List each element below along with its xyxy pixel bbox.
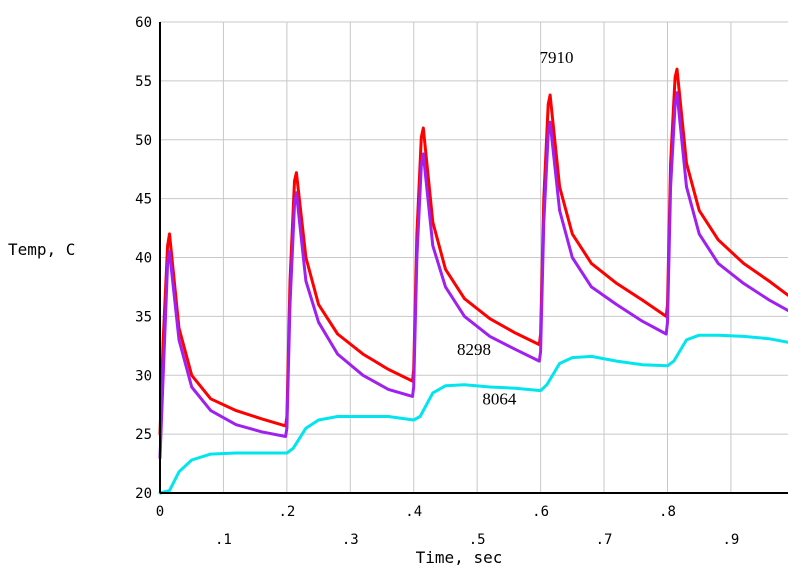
- x-tick-label: .7: [596, 532, 613, 548]
- annotation-label: 7910: [539, 48, 573, 67]
- grid-lines: [160, 21, 788, 493]
- y-tick-label: 25: [135, 427, 152, 443]
- series-line-purple: [158, 91, 788, 460]
- x-tick-label: .3: [342, 532, 359, 548]
- x-tick-label: .1: [215, 532, 232, 548]
- x-tick-label: .6: [532, 504, 549, 520]
- x-axis-label: Time, sec: [416, 548, 503, 567]
- y-tick-label: 40: [135, 251, 152, 267]
- series-line-cyan: [158, 333, 788, 495]
- y-tick-label: 45: [135, 192, 152, 208]
- x-tick-label: .4: [405, 504, 422, 520]
- y-tick-label: 20: [135, 486, 152, 502]
- annotation-label: 8064: [482, 390, 517, 409]
- y-tick-label: 50: [135, 133, 152, 149]
- x-tick-label: 0: [156, 504, 164, 520]
- y-tick-label: 60: [135, 15, 152, 31]
- y-tick-label: 35: [135, 309, 152, 325]
- annotation-label: 8298: [457, 340, 491, 359]
- annotations: 7910 8298 8064: [457, 48, 573, 408]
- y-axis-label: Temp, C: [8, 240, 75, 259]
- x-tick-label: .5: [469, 532, 486, 548]
- x-tick-label: .9: [722, 532, 739, 548]
- x-tick-labels: 0 .2 .4 .6 .8 .1 .3 .5 .7 .9: [156, 504, 740, 548]
- y-tick-labels: 20 25 30 35 40 45 50 55 60: [135, 15, 152, 502]
- axes: [159, 22, 788, 494]
- series-layer: [158, 67, 788, 495]
- y-tick-label: 30: [135, 368, 152, 384]
- x-tick-label: .2: [278, 504, 295, 520]
- y-tick-label: 55: [135, 74, 152, 90]
- series-line-red: [158, 67, 788, 436]
- x-tick-label: .8: [659, 504, 676, 520]
